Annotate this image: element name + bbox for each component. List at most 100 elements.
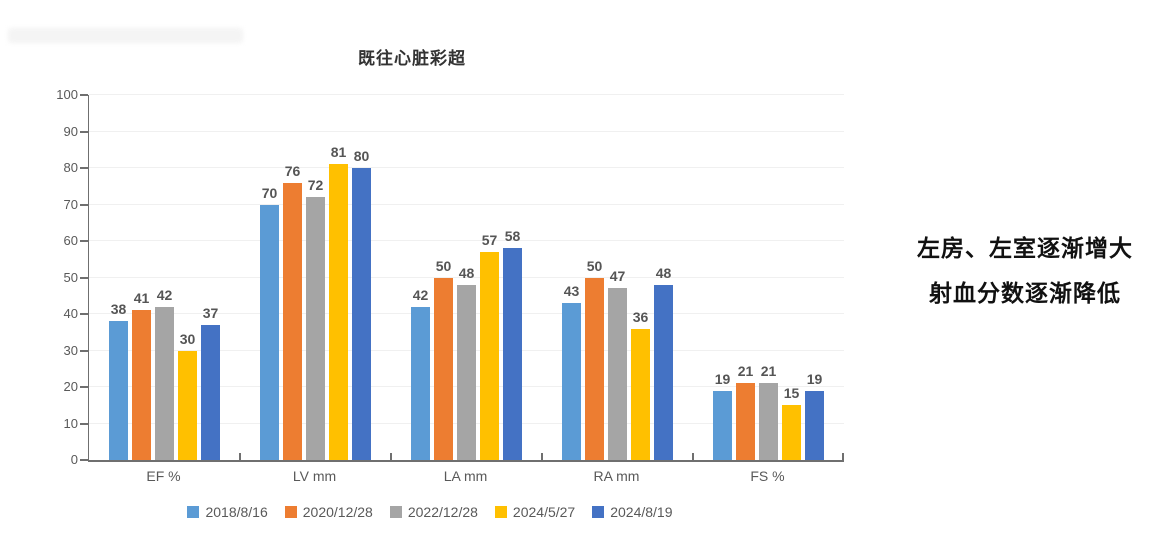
bar-2018/8/16: 42 [411,287,430,460]
bar-2024/8/19: 37 [201,305,220,460]
y-axis-tick [80,94,88,96]
chart-title: 既往心脏彩超 [358,49,466,68]
annotation-line-2: 射血分数逐渐降低 [929,280,1121,306]
bar-2024/8/19: 19 [805,371,824,460]
bar-group-fs: 19 21 21 15 19 [693,95,844,460]
bar-2024/5/27: 30 [178,331,197,460]
legend-swatch [389,506,402,518]
y-axis-label: 50 [63,269,78,285]
bar-value-label: 38 [110,301,127,318]
legend-swatch [592,506,605,518]
bar-group-lv: 70 76 72 81 80 [240,95,391,460]
legend-item: 2024/5/27 [494,504,576,520]
bar-value-label: 57 [481,231,498,248]
y-axis-tick [80,313,88,315]
category-boundary-tick [390,453,392,460]
bar-2024/8/19: 58 [503,228,522,460]
gridline [89,130,844,132]
bar-value-label: 50 [435,257,452,274]
y-axis-tick [80,349,88,352]
legend-label: 2018/8/16 [205,504,268,520]
bar-value-label: 80 [353,148,370,164]
plot-area: 38 41 42 30 37 70 76 72 81 80 42 50 48 57 58 43 50 47 36 48… [88,94,844,462]
y-axis-label: 90 [63,123,78,139]
bar-value-label: 50 [586,257,603,274]
y-axis-label: 100 [56,87,78,102]
bar-value-label: 42 [412,286,429,303]
bar-2020/12/28: 50 [585,258,604,460]
gridline [89,240,844,241]
y-axis-tick [80,459,88,461]
bar-value-label: 58 [504,228,521,245]
bar-2020/12/28: 21 [736,363,755,460]
bar-value-label: 15 [783,385,800,402]
legend: 2018/8/16 2020/12/28 2022/12/28 2024/5/27 20… [90,504,770,520]
y-axis-tick [80,386,88,388]
y-axis-tick [80,240,88,242]
legend-swatch [494,506,507,518]
legend-label: 2020/12/28 [302,504,373,520]
y-axis-label: 20 [63,379,78,394]
legend-item: 2018/8/16 [187,504,268,520]
legend-swatch [284,506,297,518]
category-boundary-tick [239,453,241,460]
bar-value-label: 36 [632,308,649,325]
gridline [89,94,844,95]
y-axis-tick [80,130,88,133]
bar-value-label: 43 [563,283,580,300]
y-axis-label: 60 [63,233,78,248]
legend-label: 2024/5/27 [512,504,576,520]
bar-value-label: 81 [330,144,347,161]
x-axis-labels: EF % LV mm LA mm RA mm FS % [88,468,843,484]
legend-swatch [187,506,200,518]
x-axis-label: FS % [750,468,785,484]
bar-2022/12/28: 47 [608,268,627,460]
category-boundary-tick [692,453,694,460]
bar-2020/12/28: 41 [132,290,151,460]
bar-value-label: 21 [760,363,777,380]
category-boundary-tick [842,453,844,460]
bar-value-label: 19 [806,370,823,387]
x-axis-label: RA mm [593,468,640,484]
bar-2020/12/28: 76 [283,163,302,460]
legend-item: 2024/8/19 [592,504,673,520]
category-boundary-tick [541,453,543,460]
bar-2018/8/16: 19 [713,371,732,460]
y-axis-tick [80,203,88,206]
y-axis-label: 40 [63,306,78,321]
y-axis-label: 10 [63,415,78,431]
bar-group-ef: 38 41 42 30 37 [89,95,240,460]
y-axis-label: 30 [63,342,78,358]
bar-group-ra: 43 50 47 36 48 [542,95,693,460]
legend-item: 2022/12/28 [389,504,478,520]
bar-2024/5/27: 57 [480,232,499,460]
bar-2018/8/16: 38 [109,301,128,460]
y-axis-tick [80,167,88,169]
y-axis-label: 0 [70,452,78,467]
annotation: 左房、左室逐渐增大 射血分数逐渐降低 [880,226,1170,316]
bar-2022/12/28: 48 [457,265,476,460]
bar-value-label: 76 [284,162,301,179]
bar-value-label: 48 [458,264,475,281]
annotation-line-1: 左房、左室逐渐增大 [917,235,1133,261]
bar-value-label: 42 [156,286,173,303]
bar-2024/8/19: 48 [654,265,673,460]
gridline [89,203,844,205]
bar-2020/12/28: 50 [434,258,453,460]
bar-2024/5/27: 15 [782,385,801,460]
bar-2018/8/16: 70 [260,185,279,460]
bar-2022/12/28: 72 [306,177,325,460]
faint-watermark [8,28,243,43]
bar-value-label: 47 [609,268,626,285]
bar-2024/5/27: 36 [631,309,650,460]
bar-2024/5/27: 81 [329,144,348,460]
legend-label: 2022/12/28 [407,504,478,520]
legend-label: 2024/8/19 [610,504,673,520]
x-axis-label: EF % [146,468,181,484]
bar-value-label: 70 [261,184,278,201]
bar-2022/12/28: 21 [759,363,778,460]
y-axis-tick [80,422,88,425]
bar-value-label: 30 [179,330,196,347]
bar-2022/12/28: 42 [155,287,174,460]
bar-2018/8/16: 43 [562,283,581,460]
